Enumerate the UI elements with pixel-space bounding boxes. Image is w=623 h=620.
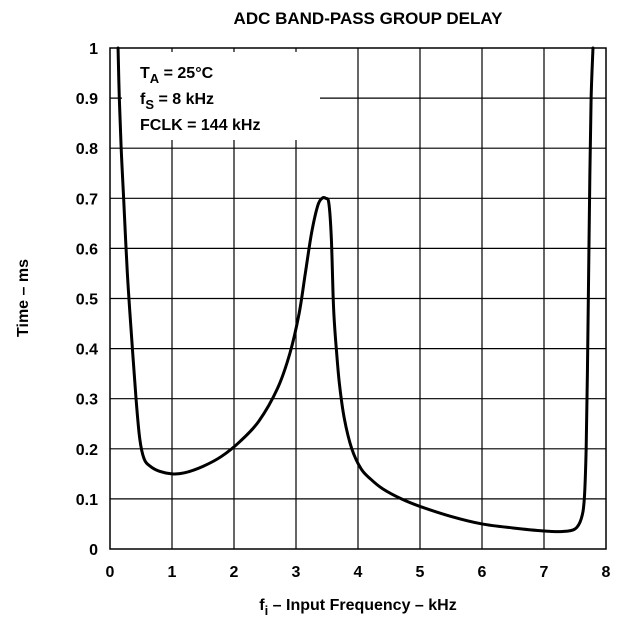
y-tick-label-0.4: 0.4 bbox=[76, 342, 98, 359]
annotation-box: TA = 25°C fS = 8 kHz FCLK = 144 kHz bbox=[122, 52, 320, 140]
x-tick-label-3: 3 bbox=[292, 564, 301, 581]
x-tick-label-1: 1 bbox=[168, 564, 177, 581]
plot-frame bbox=[109, 47, 607, 550]
annotation-background bbox=[122, 52, 320, 140]
x-tick-label-4: 4 bbox=[354, 564, 363, 581]
x-axis-label: fi – Input Frequency – kHz bbox=[259, 597, 456, 618]
annotation-clock: FCLK = 144 kHz bbox=[140, 117, 260, 134]
y-tick-label-0.2: 0.2 bbox=[76, 442, 98, 459]
y-tick-label-0.8: 0.8 bbox=[76, 141, 98, 158]
y-tick-label-0.6: 0.6 bbox=[76, 241, 98, 258]
y-tick-label-0.1: 0.1 bbox=[76, 492, 98, 509]
x-tick-label-7: 7 bbox=[540, 564, 549, 581]
x-tick-labels: 0 1 2 3 4 5 6 7 8 bbox=[106, 564, 611, 581]
y-tick-labels: 0 0.1 0.2 0.3 0.4 0.5 0.6 0.7 0.8 0.9 1 bbox=[76, 41, 98, 559]
annotation-sample-rate: fS = 8 kHz bbox=[140, 91, 214, 112]
x-tick-label-6: 6 bbox=[478, 564, 487, 581]
y-tick-label-0.9: 0.9 bbox=[76, 91, 98, 108]
x-tick-label-2: 2 bbox=[230, 564, 239, 581]
annotation-temperature: TA = 25°C bbox=[140, 65, 214, 86]
series-line bbox=[116, 46, 595, 534]
y-tick-label-1: 1 bbox=[89, 41, 98, 58]
y-tick-label-0: 0 bbox=[89, 542, 98, 559]
y-tick-label-0.3: 0.3 bbox=[76, 392, 98, 409]
x-tick-label-8: 8 bbox=[602, 564, 611, 581]
grid bbox=[110, 48, 606, 549]
y-axis-label: Time – ms bbox=[15, 259, 32, 337]
y-tick-label-0.5: 0.5 bbox=[76, 292, 98, 309]
x-tick-label-0: 0 bbox=[106, 564, 115, 581]
x-tick-label-5: 5 bbox=[416, 564, 425, 581]
y-tick-label-0.7: 0.7 bbox=[76, 191, 98, 208]
chart-title: ADC BAND-PASS GROUP DELAY bbox=[234, 9, 504, 28]
